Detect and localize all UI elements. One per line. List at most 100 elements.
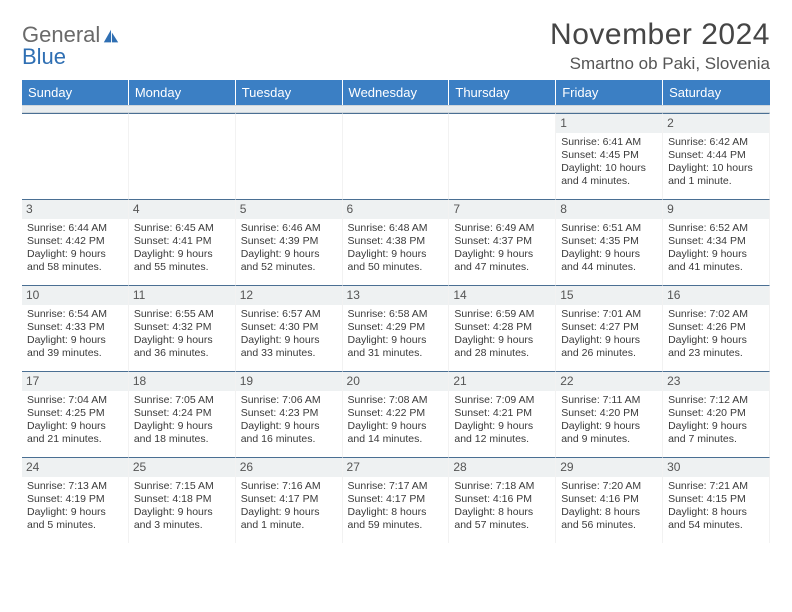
sail-icon [102, 26, 120, 44]
sunrise-text: Sunrise: 7:09 AM [454, 394, 550, 407]
sunset-text: Sunset: 4:27 PM [561, 321, 657, 334]
sunset-text: Sunset: 4:20 PM [561, 407, 657, 420]
sunset-text: Sunset: 4:42 PM [27, 235, 123, 248]
sunset-text: Sunset: 4:41 PM [134, 235, 230, 248]
sunset-text: Sunset: 4:34 PM [668, 235, 764, 248]
calendar-day: 1Sunrise: 6:41 AMSunset: 4:45 PMDaylight… [556, 113, 663, 199]
sunrise-text: Sunrise: 7:20 AM [561, 480, 657, 493]
weekday-header: Sunday [22, 80, 129, 105]
calendar-week: 3Sunrise: 6:44 AMSunset: 4:42 PMDaylight… [22, 199, 770, 285]
sunset-text: Sunset: 4:39 PM [241, 235, 337, 248]
daylight-text: Daylight: 9 hours and 41 minutes. [668, 248, 764, 274]
sunrise-text: Sunrise: 6:59 AM [454, 308, 550, 321]
sunrise-text: Sunrise: 7:08 AM [348, 394, 444, 407]
calendar-day: 8Sunrise: 6:51 AMSunset: 4:35 PMDaylight… [556, 199, 663, 285]
daylight-text: Daylight: 9 hours and 14 minutes. [348, 420, 444, 446]
daylight-text: Daylight: 10 hours and 1 minute. [668, 162, 764, 188]
daylight-text: Daylight: 8 hours and 56 minutes. [561, 506, 657, 532]
daylight-text: Daylight: 9 hours and 16 minutes. [241, 420, 337, 446]
weekday-header: Saturday [663, 80, 770, 105]
calendar-day: 15 Sunrise: 7:01 AMSunset: 4:27 PMDayligh… [556, 285, 663, 371]
sunrise-text: Sunrise: 7:18 AM [454, 480, 550, 493]
calendar-day [236, 113, 343, 199]
calendar-day [449, 113, 556, 199]
sunset-text: Sunset: 4:32 PM [134, 321, 230, 334]
day-number: 19 [236, 372, 342, 391]
sunset-text: Sunset: 4:23 PM [241, 407, 337, 420]
sunrise-text: Sunrise: 7:04 AM [27, 394, 123, 407]
day-number: 4 [129, 200, 235, 219]
calendar-day: 19Sunrise: 7:06 AMSunset: 4:23 PMDayligh… [236, 371, 343, 457]
sunset-text: Sunset: 4:44 PM [668, 149, 764, 162]
day-number: 8 [556, 200, 662, 219]
calendar-day: 18Sunrise: 7:05 AMSunset: 4:24 PMDayligh… [129, 371, 236, 457]
daylight-text: Daylight: 9 hours and 28 minutes. [454, 334, 550, 360]
weekday-header: Tuesday [236, 80, 343, 105]
calendar-day [22, 113, 129, 199]
sunrise-text: Sunrise: 7:21 AM [668, 480, 764, 493]
sunset-text: Sunset: 4:28 PM [454, 321, 550, 334]
sunset-text: Sunset: 4:26 PM [668, 321, 764, 334]
calendar-day: 17Sunrise: 7:04 AMSunset: 4:25 PMDayligh… [22, 371, 129, 457]
calendar-day [129, 113, 236, 199]
calendar-week: 17 Sunrise: 7:04 AMSunset: 4:25 PM Dayligh… [22, 371, 770, 457]
sunset-text: Sunset: 4:22 PM [348, 407, 444, 420]
daylight-text: Daylight: 10 hours and 4 minutes. [561, 162, 657, 188]
calendar-day: 9Sunrise: 6:52 AMSunset: 4:34 PMDaylight… [663, 199, 770, 285]
daylight-text: Daylight: 9 hours and 23 minutes. [668, 334, 764, 360]
sunrise-text: Sunrise: 7:01 AM [561, 308, 657, 321]
calendar-day: 6Sunrise: 6:48 AMSunset: 4:38 PMDaylight… [343, 199, 450, 285]
calendar-header-row: SundayMondayTuesdayWednesdayThursdayFrid… [22, 80, 770, 105]
sunrise-text: Sunrise: 7:11 AM [561, 394, 657, 407]
calendar-day: 5Sunrise: 6:46 AMSunset: 4:39 PMDaylight… [236, 199, 343, 285]
daylight-text: Daylight: 9 hours and 44 minutes. [561, 248, 657, 274]
day-number: 17 [22, 372, 128, 391]
sunrise-text: Sunrise: 7:13 AM [27, 480, 123, 493]
weekday-header: Friday [556, 80, 663, 105]
day-number: 5 [236, 200, 342, 219]
sunset-text: Sunset: 4:24 PM [134, 407, 230, 420]
daylight-text: Daylight: 9 hours and 5 minutes. [27, 506, 123, 532]
day-number: 23 [663, 372, 769, 391]
sunrise-text: Sunrise: 7:17 AM [348, 480, 444, 493]
calendar-week: 1Sunrise: 6:41 AMSunset: 4:45 PMDaylight… [22, 113, 770, 199]
day-number: 3 [22, 200, 128, 219]
sunset-text: Sunset: 4:18 PM [134, 493, 230, 506]
weekday-header: Monday [129, 80, 236, 105]
daylight-text: Daylight: 8 hours and 54 minutes. [668, 506, 764, 532]
sunrise-text: Sunrise: 7:05 AM [134, 394, 230, 407]
sunset-text: Sunset: 4:19 PM [27, 493, 123, 506]
calendar-day: 3Sunrise: 6:44 AMSunset: 4:42 PMDaylight… [22, 199, 129, 285]
sunset-text: Sunset: 4:30 PM [241, 321, 337, 334]
sunset-text: Sunset: 4:16 PM [561, 493, 657, 506]
daylight-text: Daylight: 9 hours and 7 minutes. [668, 420, 764, 446]
sunrise-text: Sunrise: 6:58 AM [348, 308, 444, 321]
sunrise-text: Sunrise: 6:45 AM [134, 222, 230, 235]
sunset-text: Sunset: 4:15 PM [668, 493, 764, 506]
day-number: 24 [22, 458, 128, 477]
daylight-text: Daylight: 9 hours and 36 minutes. [134, 334, 230, 360]
day-number: 26 [236, 458, 342, 477]
brand-line2: Blue [22, 44, 770, 70]
sunset-text: Sunset: 4:33 PM [27, 321, 123, 334]
day-number: 10 [22, 286, 128, 305]
day-number: 28 [449, 458, 555, 477]
calendar-day: 23Sunrise: 7:12 AMSunset: 4:20 PMDayligh… [663, 371, 770, 457]
daylight-text: Daylight: 9 hours and 26 minutes. [561, 334, 657, 360]
sunrise-text: Sunrise: 6:55 AM [134, 308, 230, 321]
day-number: 25 [129, 458, 235, 477]
daylight-text: Daylight: 9 hours and 18 minutes. [134, 420, 230, 446]
daylight-text: Daylight: 9 hours and 33 minutes. [241, 334, 337, 360]
day-number: 27 [343, 458, 449, 477]
day-number: 29 [556, 458, 662, 477]
daylight-text: Daylight: 9 hours and 55 minutes. [134, 248, 230, 274]
sunset-text: Sunset: 4:25 PM [27, 407, 123, 420]
sunset-text: Sunset: 4:37 PM [454, 235, 550, 248]
calendar-day: 13Sunrise: 6:58 AMSunset: 4:29 PMDayligh… [343, 285, 450, 371]
calendar-day [343, 113, 450, 199]
daylight-text: Daylight: 9 hours and 39 minutes. [27, 334, 123, 360]
day-number: 15 [556, 286, 662, 305]
calendar-day: 25Sunrise: 7:15 AMSunset: 4:18 PMDayligh… [129, 457, 236, 543]
daylight-text: Daylight: 9 hours and 12 minutes. [454, 420, 550, 446]
sunset-text: Sunset: 4:38 PM [348, 235, 444, 248]
